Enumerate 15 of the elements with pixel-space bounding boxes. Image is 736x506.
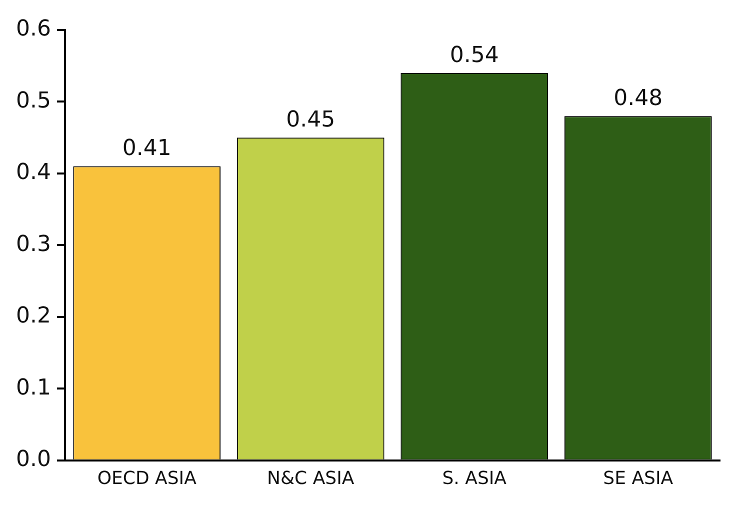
x-tick-label: OECD ASIA	[97, 468, 198, 489]
y-tick-label: 0.3	[16, 232, 51, 257]
y-tick-label: 0.5	[16, 88, 51, 114]
data-label: 0.41	[122, 136, 172, 162]
data-label: 0.45	[286, 107, 336, 132]
data-label: 0.48	[614, 86, 663, 111]
y-tick-label: 0.2	[16, 304, 51, 329]
y-tick-label: 0.4	[16, 160, 51, 186]
y-tick-label: 0.1	[16, 375, 51, 400]
x-tick-label: N&C ASIA	[267, 468, 355, 489]
x-tick-label: S. ASIA	[442, 468, 508, 489]
y-tick-label: 0.6	[16, 16, 51, 42]
x-tick-label: SE ASIA	[603, 468, 674, 489]
data-label: 0.54	[450, 42, 499, 68]
y-tick-label: 0.0	[16, 447, 51, 472]
